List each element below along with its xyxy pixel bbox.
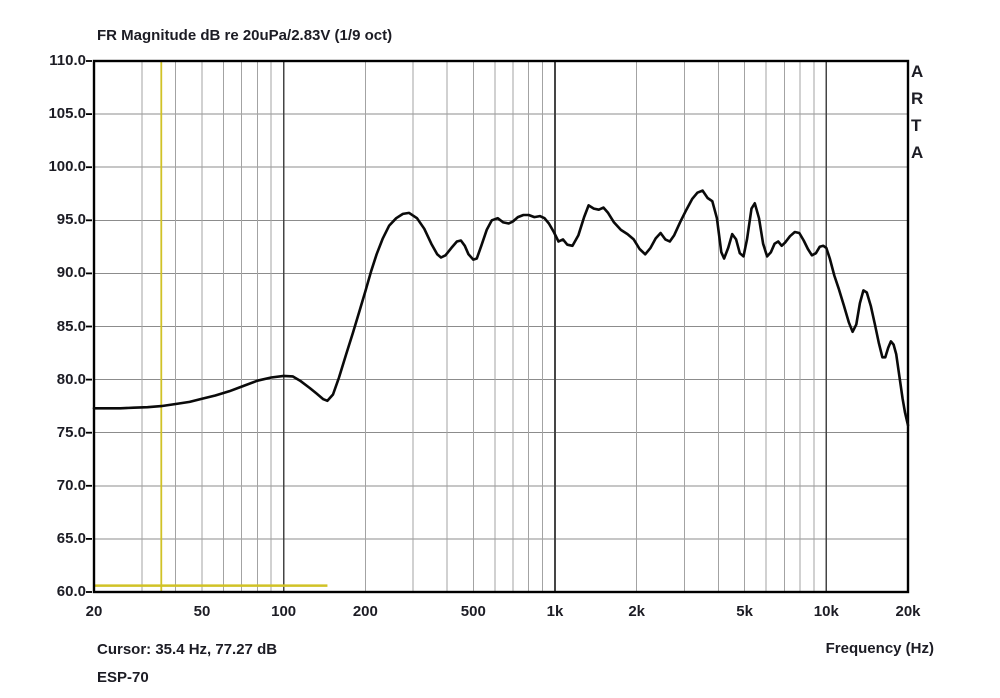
y-tick-label: 95.0: [56, 211, 86, 229]
y-tick-label: 105.0: [48, 105, 86, 123]
x-tick-label: 500: [460, 603, 486, 620]
y-tick-label: 90.0: [56, 264, 86, 282]
y-tick-label: 100.0: [48, 158, 86, 176]
cursor-readout: Cursor: 35.4 Hz, 77.27 dB: [97, 641, 278, 658]
x-tick-label: 5k: [736, 603, 753, 620]
chart-title: FR Magnitude dB re 20uPa/2.83V (1/9 oct): [97, 27, 393, 44]
arta-watermark-letter: A: [911, 143, 924, 162]
x-tick-label: 200: [352, 603, 378, 620]
y-tick-label: 75.0: [56, 423, 86, 441]
x-tick-label: 20: [85, 603, 103, 620]
y-tick-label: 85.0: [56, 317, 86, 335]
y-tick-label: 60.0: [56, 583, 86, 600]
plot-border: [92, 59, 910, 594]
x-tick-label: 100: [271, 603, 297, 620]
y-tick-label: 65.0: [56, 529, 86, 547]
x-tick-label: 50: [193, 603, 211, 620]
y-tick-label: 80.0: [56, 370, 86, 388]
x-tick-label: 10k: [813, 603, 839, 620]
arta-watermark-letter: R: [911, 89, 924, 108]
x-tick-label: 1k: [546, 603, 564, 620]
x-axis-title: Frequency (Hz): [825, 640, 934, 657]
device-label: ESP-70: [97, 669, 149, 686]
x-tick-label: 20k: [895, 603, 921, 620]
y-tick-label: 110.0: [49, 52, 86, 69]
arta-watermark-letter: T: [911, 116, 922, 135]
x-tick-label: 2k: [628, 603, 645, 620]
fr-curve: [92, 189, 910, 427]
y-tick-label: 70.0: [56, 476, 86, 494]
arta-watermark-letter: A: [911, 62, 924, 81]
